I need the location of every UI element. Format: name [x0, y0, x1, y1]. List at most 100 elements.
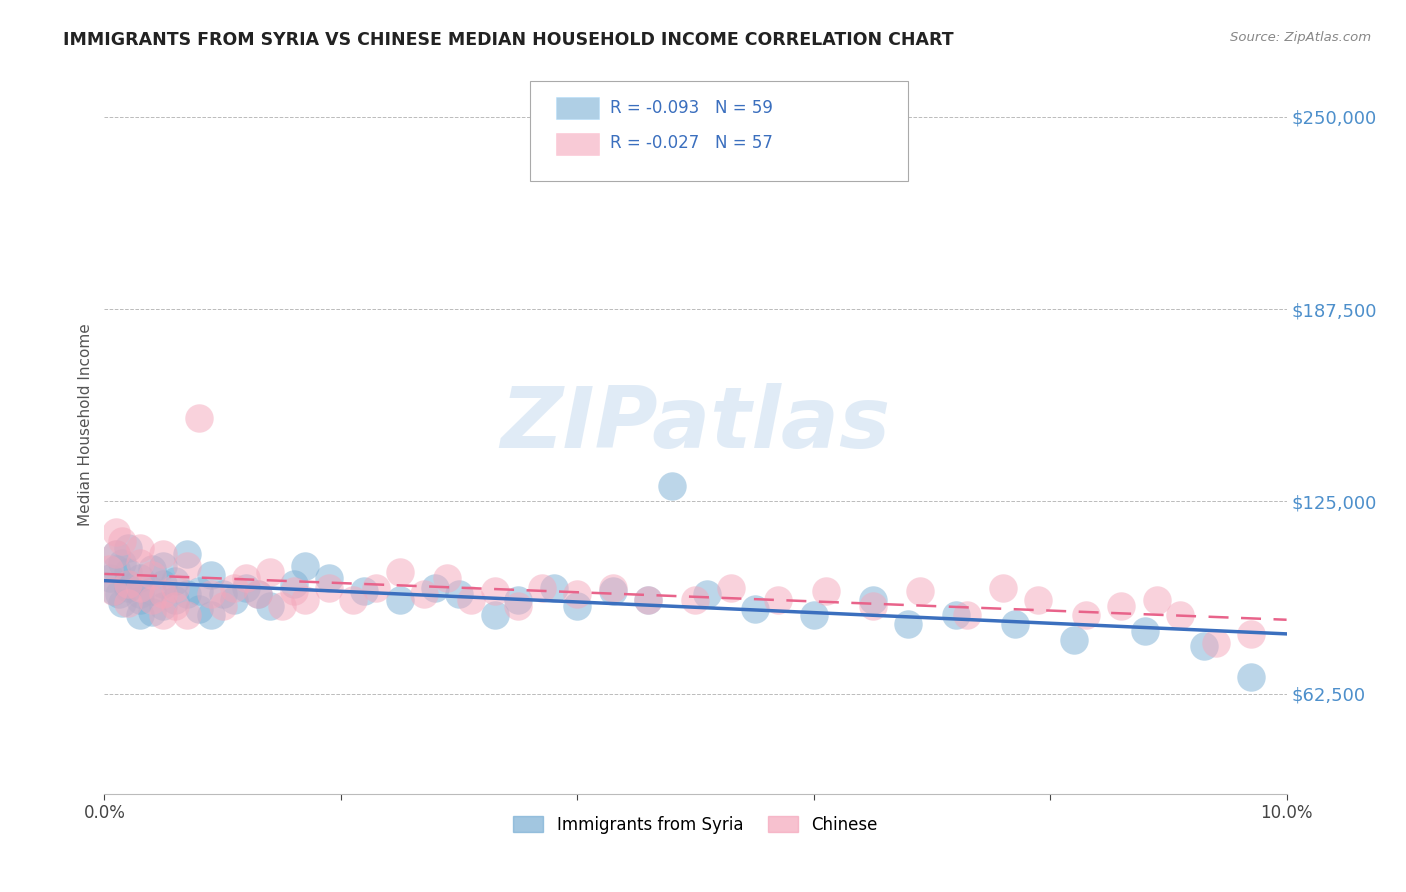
Point	[436, 571, 458, 585]
Point	[176, 558, 198, 573]
Point	[103, 583, 125, 598]
Point	[412, 587, 434, 601]
Point	[342, 592, 364, 607]
Point	[105, 547, 128, 561]
Point	[128, 581, 150, 595]
Point	[165, 592, 187, 607]
Point	[637, 592, 659, 607]
Point	[1192, 639, 1215, 653]
FancyBboxPatch shape	[555, 97, 599, 120]
Point	[283, 577, 305, 591]
Point	[862, 599, 884, 613]
Point	[294, 558, 316, 573]
Point	[567, 587, 589, 601]
Point	[200, 608, 222, 623]
Point	[98, 571, 121, 585]
Point	[353, 583, 375, 598]
Point	[318, 581, 340, 595]
Point	[165, 599, 187, 613]
Point	[117, 577, 139, 591]
Point	[1146, 592, 1168, 607]
Point	[176, 547, 198, 561]
Point	[152, 587, 174, 601]
Point	[235, 571, 257, 585]
Point	[945, 608, 967, 623]
Point	[105, 525, 128, 540]
Point	[259, 599, 281, 613]
Point	[111, 534, 134, 549]
Point	[128, 587, 150, 601]
Point	[744, 602, 766, 616]
Point	[247, 587, 270, 601]
Point	[283, 583, 305, 598]
Point	[117, 541, 139, 555]
Point	[602, 581, 624, 595]
Point	[152, 558, 174, 573]
FancyBboxPatch shape	[555, 133, 599, 155]
Point	[567, 599, 589, 613]
Point	[460, 592, 482, 607]
Point	[188, 602, 211, 616]
Point	[270, 599, 292, 613]
Point	[141, 605, 163, 619]
Point	[484, 583, 506, 598]
Point	[141, 583, 163, 598]
Point	[530, 581, 553, 595]
Point	[117, 581, 139, 595]
Point	[602, 583, 624, 598]
Point	[128, 571, 150, 585]
Point	[211, 587, 233, 601]
Point	[128, 592, 150, 607]
Y-axis label: Median Household Income: Median Household Income	[79, 323, 93, 525]
Point	[105, 562, 128, 576]
Point	[211, 599, 233, 613]
Point	[637, 592, 659, 607]
Point	[425, 581, 447, 595]
Point	[165, 581, 187, 595]
Point	[956, 608, 979, 623]
Point	[141, 592, 163, 607]
Point	[188, 583, 211, 598]
Point	[128, 541, 150, 555]
Point	[720, 581, 742, 595]
Point	[1205, 636, 1227, 650]
Point	[991, 581, 1014, 595]
Point	[318, 571, 340, 585]
Point	[152, 599, 174, 613]
Point	[696, 587, 718, 601]
Point	[1004, 617, 1026, 632]
Point	[294, 592, 316, 607]
Point	[1240, 626, 1263, 640]
Point	[107, 587, 129, 601]
Point	[484, 608, 506, 623]
Point	[768, 592, 790, 607]
Point	[224, 592, 246, 607]
Point	[661, 479, 683, 493]
Point	[111, 596, 134, 610]
Text: Source: ZipAtlas.com: Source: ZipAtlas.com	[1230, 31, 1371, 45]
Point	[803, 608, 825, 623]
Point	[111, 556, 134, 570]
Legend: Immigrants from Syria, Chinese: Immigrants from Syria, Chinese	[506, 809, 884, 841]
Point	[388, 565, 411, 579]
FancyBboxPatch shape	[530, 81, 908, 181]
Point	[508, 599, 530, 613]
Point	[117, 577, 139, 591]
Point	[247, 587, 270, 601]
Point	[117, 596, 139, 610]
Point	[897, 617, 920, 632]
Point	[259, 565, 281, 579]
Text: R = -0.027   N = 57: R = -0.027 N = 57	[610, 134, 773, 152]
Point	[117, 565, 139, 579]
Point	[366, 581, 388, 595]
Point	[908, 583, 931, 598]
Point	[543, 581, 565, 595]
Point	[152, 547, 174, 561]
Point	[105, 547, 128, 561]
Point	[1168, 608, 1191, 623]
Point	[224, 581, 246, 595]
Point	[1026, 592, 1049, 607]
Point	[685, 592, 707, 607]
Point	[508, 592, 530, 607]
Point	[862, 592, 884, 607]
